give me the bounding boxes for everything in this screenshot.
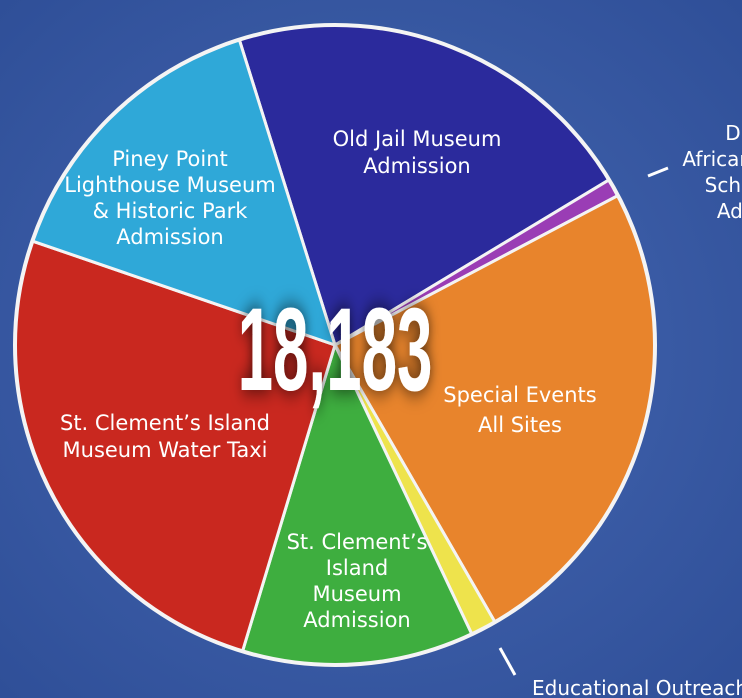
leader-line: [498, 647, 517, 676]
slice-label: St. Clement’s Island Museum Water Taxi: [60, 411, 270, 462]
slice-label-line: Special Events: [443, 383, 596, 407]
slice-label: Drayden African AmericanSchoolhouseAdmiss…: [682, 121, 742, 223]
slice-label-line: Educational Outreach: [532, 676, 742, 698]
slice-label-line: Museum Water Taxi: [63, 438, 268, 462]
slice-label-line: Museum: [312, 582, 401, 606]
slice-label-line: St. Clement’s: [287, 530, 428, 554]
slice-label-line: Admission: [303, 608, 411, 632]
slice-label-line: Piney Point: [112, 147, 228, 171]
slice-label-line: African American: [682, 147, 742, 171]
slice-label-line: Old Jail Museum: [333, 127, 502, 151]
slice-label-line: & Historic Park: [93, 199, 249, 223]
slice-label-line: St. Clement’s Island: [60, 411, 270, 435]
slice-label: Piney Point Lighthouse Museum & Historic P…: [64, 147, 275, 249]
leader-line: [647, 166, 669, 178]
slice-label-line: Schoolhouse: [705, 173, 742, 197]
slice-label-line: All Sites: [478, 413, 562, 437]
slice-label-line: Island: [326, 556, 388, 580]
slice-label-line: Drayden: [725, 121, 742, 145]
total-label: 18,183: [238, 284, 433, 416]
slice-label-line: Admission: [363, 154, 471, 178]
slice-label: St. Clement’s Island Museum Admission: [287, 530, 428, 632]
slice-label-line: Admission: [116, 225, 224, 249]
slice-label-line: Lighthouse Museum: [64, 173, 275, 197]
slice-label-line: Admission: [717, 199, 742, 223]
labels: Old Jail Museum Admission Drayden African A…: [60, 121, 742, 698]
slice-label: Educational Outreach: [532, 676, 742, 698]
pie: [13, 23, 657, 667]
slice-label: Special Events All Sites: [443, 383, 596, 437]
slice-label: Old Jail Museum Admission: [333, 127, 502, 178]
pie-rim: [13, 23, 657, 667]
